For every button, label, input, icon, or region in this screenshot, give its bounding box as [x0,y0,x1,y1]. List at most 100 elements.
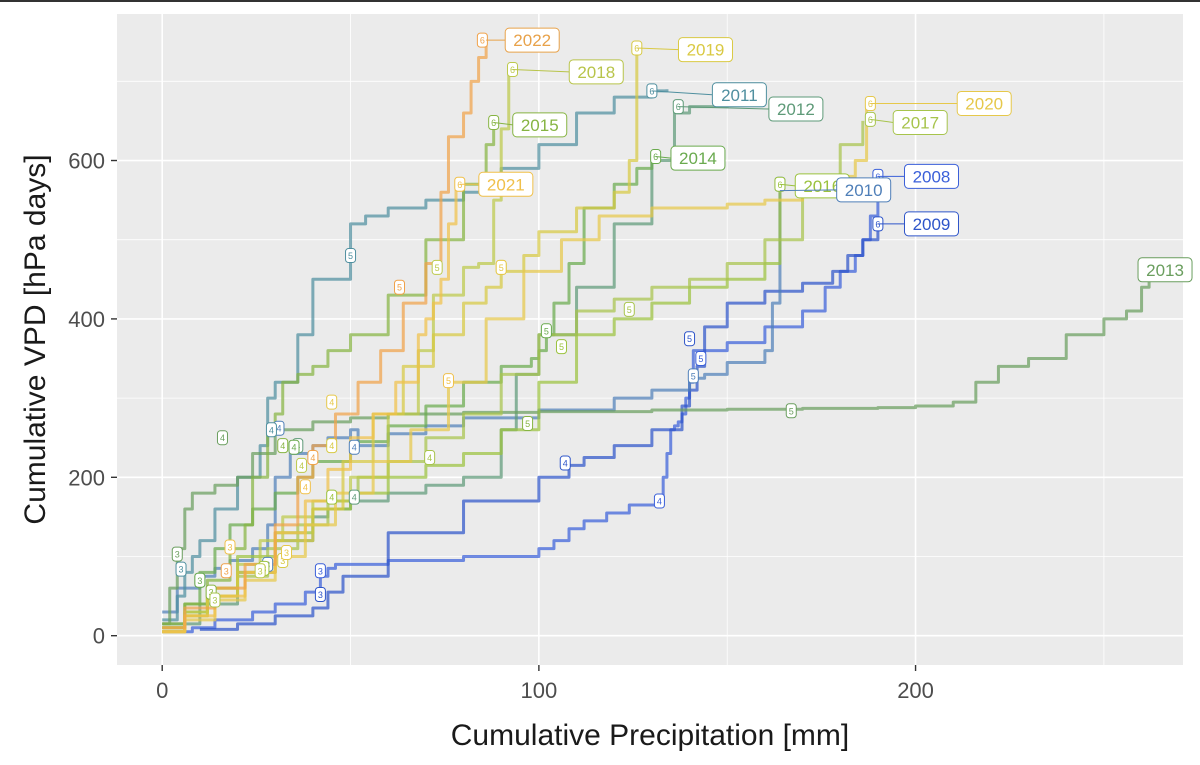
month-marker-2016-4: 4 [326,489,338,505]
x-tick-label: 100 [521,678,558,703]
x-tick-label: 200 [897,678,934,703]
year-label-2010: 2010 [779,177,892,203]
month-marker-text: 3 [197,576,202,586]
month-marker-box [687,368,699,384]
month-marker-2010-4: 4 [348,439,360,455]
month-marker-text: 5 [698,354,703,364]
month-marker-text: 4 [329,441,334,451]
month-marker-2020-4: 4 [326,394,338,410]
year-label-leader [512,68,570,73]
month-marker-text: 4 [299,461,304,471]
month-marker-2020-5: 5 [495,259,507,275]
year-label-2018: 2018 [512,59,624,85]
year-label-2017: 2017 [870,110,948,135]
year-label-box [568,59,624,85]
year-label-box [903,211,959,237]
month-marker-2017-3: 3 [209,592,221,608]
month-marker-box [265,422,277,438]
year-label-2011: 2011 [651,82,767,108]
month-marker-2020-3: 3 [281,545,293,561]
month-marker-2012-4: 4 [348,489,360,505]
year-label-text: 2011 [721,86,758,105]
month-marker-2017-5: 5 [623,301,635,317]
year-label-box [903,163,959,189]
year-label-text: 2008 [913,167,951,186]
month-marker-2011-5: 5 [345,248,357,264]
month-marker-box [559,455,571,471]
month-marker-box [345,248,357,264]
year-label-text: 2009 [913,215,951,234]
year-label-2019: 2019 [636,37,733,63]
month-marker-2022-3: 3 [220,563,232,579]
y-tick-label: 600 [68,149,105,174]
year-label-text: 2017 [901,114,939,133]
year-label-text: 2012 [777,100,815,119]
month-marker-2022-6: 6 [476,32,488,48]
year-label-2015: 2015 [493,112,568,138]
month-marker-box [326,394,338,410]
month-marker-box [209,592,221,608]
series-line-2011 [162,89,669,622]
month-marker-text: 5 [446,376,451,386]
month-marker-2015-4: 4 [277,438,289,454]
year-label-box [956,90,1012,116]
y-axis-title: Cumulative VPD [hPa days] [19,154,52,524]
month-marker-2009-5: 5 [684,331,696,347]
month-marker-text: 5 [435,263,440,273]
year-label-2012: 2012 [678,96,824,122]
year-label-text: 2015 [521,116,559,135]
month-marker-2021-3: 3 [224,539,236,555]
year-label-2013: 2013 [1137,257,1193,283]
month-marker-2011-3: 3 [175,561,187,577]
series-line-2017 [162,120,865,634]
series-line-2015 [162,120,496,626]
month-marker-2021-4: 4 [299,479,311,495]
month-marker-2014-4: 4 [288,439,300,455]
month-marker-box [314,587,326,603]
year-label-text: 2016 [803,177,841,196]
month-marker-box [785,403,797,419]
y-tick-label: 200 [68,465,105,490]
month-marker-2009-3: 3 [314,587,326,603]
month-marker-text: 3 [284,548,289,558]
month-marker-box [653,493,665,509]
month-marker-text: 6 [480,36,485,46]
series-line-2013 [162,267,1151,626]
year-label-leader [651,90,713,96]
month-marker-box [442,373,454,389]
month-marker-text: 5 [627,305,632,315]
month-marker-text: 3 [212,596,217,606]
month-marker-text: 3 [280,556,285,566]
month-marker-text: 5 [544,326,549,336]
month-marker-box [522,415,534,431]
series-line-2019 [162,49,639,634]
month-marker-box [495,259,507,275]
y-tick-label: 0 [93,624,105,649]
year-label-2009: 2009 [877,211,959,237]
year-label-2022: 2022 [486,27,560,53]
month-marker-text: 4 [329,493,334,503]
year-label-leader [678,106,769,110]
month-marker-box [314,563,326,579]
month-marker-box [540,323,552,339]
month-marker-text: 3 [258,566,263,576]
year-label-box [768,96,824,122]
month-marker-box [224,539,236,555]
month-marker-box [288,439,300,455]
month-marker-text: 3 [318,590,323,600]
month-marker-text: 4 [427,453,432,463]
month-marker-2008-5: 5 [695,351,707,367]
month-marker-box [307,450,319,466]
year-label-2008: 2008 [877,163,959,189]
series-line-2021 [162,184,458,634]
month-marker-box [695,351,707,367]
month-marker-2013-4: 4 [216,430,228,446]
month-marker-box [194,572,206,588]
month-marker-2013-5: 5 [785,403,797,419]
month-marker-box [220,563,232,579]
month-marker-2014-5: 5 [540,323,552,339]
month-marker-2008-4: 4 [653,493,665,509]
month-marker-2017-4: 4 [424,450,436,466]
year-label-2014: 2014 [655,145,726,171]
